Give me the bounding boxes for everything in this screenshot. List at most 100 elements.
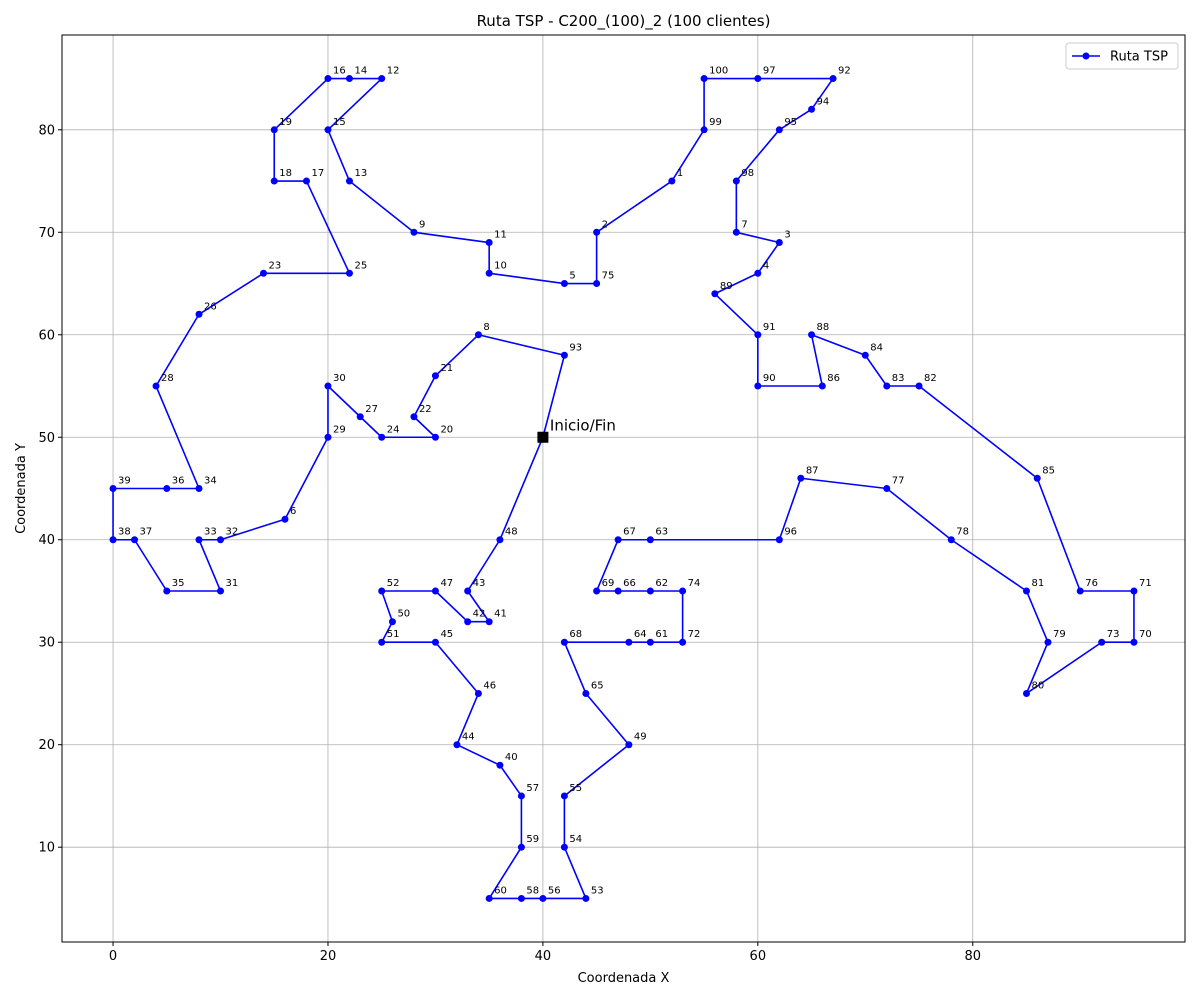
point-label: 90	[763, 373, 776, 384]
point-label: 45	[440, 629, 453, 640]
plot-area-frame	[61, 34, 1186, 943]
legend-entry: Ruta TSP	[1110, 50, 1168, 65]
x-axis-label: Coordenada X	[578, 971, 670, 986]
x-tick-label: 60	[750, 949, 767, 964]
point-label: 75	[602, 271, 615, 282]
point-label: 23	[268, 260, 281, 271]
point-label: 1	[677, 168, 683, 179]
route-point	[163, 587, 171, 595]
point-label: 70	[1139, 629, 1152, 640]
route-point	[700, 75, 708, 83]
point-label: 79	[1053, 629, 1066, 640]
point-label: 89	[720, 281, 733, 292]
route-point	[517, 843, 525, 851]
route-point	[345, 177, 353, 185]
point-label: 24	[387, 424, 400, 435]
point-label: 91	[763, 322, 776, 333]
route-point	[431, 433, 439, 441]
point-label: 46	[483, 680, 496, 691]
point-label: 72	[688, 629, 701, 640]
route-point	[883, 382, 891, 390]
route-point	[646, 587, 654, 595]
point-label: 88	[817, 322, 830, 333]
point-label: 41	[494, 609, 507, 620]
point-label: 18	[279, 168, 292, 179]
route-point	[754, 382, 762, 390]
point-label: 36	[172, 476, 185, 487]
point-label: 38	[118, 527, 131, 538]
point-label: 48	[505, 527, 518, 538]
legend-box	[1065, 42, 1179, 70]
route-point	[560, 638, 568, 646]
point-label: 29	[333, 424, 346, 435]
route-point	[485, 618, 493, 626]
depot-marker	[537, 431, 549, 443]
point-label: 87	[806, 465, 819, 476]
route-point	[732, 228, 740, 236]
depot-marker-group: Inicio/Fin	[537, 416, 616, 443]
route-point	[614, 587, 622, 595]
point-label: 53	[591, 885, 604, 896]
point-label: 2	[602, 219, 608, 230]
point-label: 98	[741, 168, 754, 179]
point-label: 71	[1139, 578, 1152, 589]
point-label: 10	[494, 260, 507, 271]
route-point	[593, 280, 601, 288]
point-label: 95	[784, 117, 797, 128]
route-point	[582, 894, 590, 902]
route-point	[496, 536, 504, 544]
point-label: 6	[290, 506, 296, 517]
route-point	[302, 177, 310, 185]
route-point	[646, 638, 654, 646]
route-point	[1098, 638, 1106, 646]
y-tick-label: 20	[38, 738, 55, 753]
route-point	[560, 792, 568, 800]
route-point	[410, 228, 418, 236]
route-point	[625, 638, 633, 646]
point-label: 100	[709, 66, 728, 77]
point-label: 31	[226, 578, 239, 589]
route-point	[131, 536, 139, 544]
point-label: 8	[483, 322, 489, 333]
route-point	[614, 536, 622, 544]
point-label: 12	[387, 66, 400, 77]
x-tick-label: 20	[320, 949, 337, 964]
route-point	[474, 689, 482, 697]
point-label: 69	[602, 578, 615, 589]
point-label: 56	[548, 885, 561, 896]
point-label: 39	[118, 476, 131, 487]
route-point	[560, 280, 568, 288]
point-label: 7	[741, 219, 747, 230]
route-point	[378, 433, 386, 441]
point-label: 68	[569, 629, 582, 640]
point-label: 13	[354, 168, 367, 179]
point-label: 77	[892, 476, 905, 487]
point-label: 19	[279, 117, 292, 128]
route-point	[259, 269, 267, 277]
point-label: 54	[569, 834, 582, 845]
route-point	[775, 126, 783, 134]
route-point	[754, 75, 762, 83]
point-label: 49	[634, 732, 647, 743]
route-point	[388, 618, 396, 626]
route-point	[324, 126, 332, 134]
legend-marker-swatch	[1082, 52, 1090, 60]
point-label: 9	[419, 219, 425, 230]
route-point	[109, 536, 117, 544]
route-point	[732, 177, 740, 185]
point-label: 25	[354, 260, 367, 271]
point-label: 32	[226, 527, 239, 538]
point-label: 94	[817, 96, 830, 107]
route-point	[700, 126, 708, 134]
route-point	[1130, 587, 1138, 595]
route-point	[775, 239, 783, 247]
route-point	[883, 485, 891, 492]
point-label: 28	[161, 373, 174, 384]
route-point	[163, 485, 171, 492]
route-point	[109, 485, 117, 492]
route-point	[775, 536, 783, 544]
point-label: 58	[526, 885, 539, 896]
point-label: 4	[763, 260, 769, 271]
point-label: 97	[763, 66, 776, 77]
